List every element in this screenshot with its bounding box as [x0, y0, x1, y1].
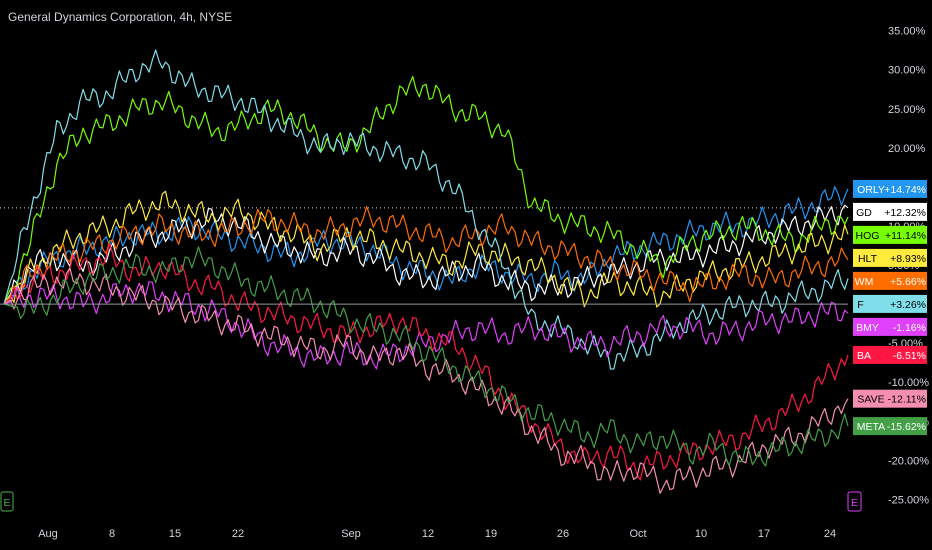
svg-text:+12.32%: +12.32% [884, 207, 926, 219]
svg-text:-15.62%: -15.62% [887, 421, 926, 433]
svg-text:+3.26%: +3.26% [890, 299, 926, 311]
x-axis[interactable]: Aug 8 15 22 Sep 12 19 26 Oct 10 17 24 [38, 528, 836, 540]
right-earnings-icon[interactable]: E [847, 491, 862, 512]
series-line-ba [3, 242, 849, 481]
x-tick-label: Oct [629, 528, 646, 540]
x-tick-label: 26 [557, 528, 569, 540]
x-tick-label: Aug [38, 528, 58, 540]
badge-hlt: HLT +8.93% [853, 248, 927, 267]
series-line-wm [3, 206, 849, 305]
x-tick-label: 17 [758, 528, 770, 540]
svg-text:HLT: HLT [858, 253, 878, 265]
y-tick-label: 25.00% [888, 104, 926, 116]
svg-text:E: E [3, 497, 10, 509]
svg-text:+11.14%: +11.14% [885, 230, 926, 242]
series-line-save [3, 267, 849, 494]
x-tick-label: 15 [169, 528, 181, 540]
svg-text:+5.66%: +5.66% [890, 276, 926, 288]
y-tick-label: 35.00% [888, 26, 926, 38]
series-line-meta [3, 246, 849, 467]
svg-text:F: F [857, 299, 863, 311]
badge-gd: GD +12.32% [853, 202, 927, 221]
badge-bmy: BMY -1.16% [853, 317, 927, 336]
svg-text:-6.51%: -6.51% [893, 350, 926, 362]
y-tick-label: 30.00% [888, 65, 926, 77]
x-tick-label: 22 [232, 528, 244, 540]
x-tick-label: 10 [695, 528, 707, 540]
x-tick-label: 8 [109, 528, 115, 540]
svg-text:SAVE: SAVE [857, 394, 884, 406]
series-lines [3, 49, 849, 494]
badge-orly: ORLY +14.74% [853, 179, 927, 198]
y-tick-label: 20.00% [888, 143, 926, 155]
svg-text:-12.11%: -12.11% [888, 394, 926, 406]
svg-text:HOG: HOG [856, 230, 880, 242]
series-line-hlt [3, 190, 849, 308]
reference-lines [0, 207, 848, 305]
svg-text:BA: BA [857, 350, 871, 362]
series-line-f [3, 49, 849, 370]
svg-text:ORLY: ORLY [857, 184, 885, 196]
chart-title: General Dynamics Corporation, 4h, NYSE [8, 10, 232, 24]
series-line-orly [3, 186, 849, 305]
svg-text:WM: WM [855, 276, 874, 288]
svg-text:BMY: BMY [856, 322, 879, 334]
svg-text:E: E [851, 497, 858, 509]
series-badges: ORLY +14.74% GD +12.32% HOG +11.14% HLT +8.93% W… [853, 179, 927, 436]
left-earnings-icon[interactable]: E [0, 491, 14, 512]
badge-save: SAVE -12.11% [853, 389, 927, 408]
y-tick-label: -20.00% [888, 455, 929, 467]
svg-text:+14.74%: +14.74% [884, 184, 926, 196]
svg-text:-1.16%: -1.16% [893, 322, 926, 334]
x-tick-label: 19 [485, 528, 497, 540]
svg-text:META: META [857, 421, 885, 433]
badge-ba: BA -6.51% [853, 345, 927, 364]
badge-wm: WM +5.66% [853, 271, 927, 290]
svg-text:GD: GD [856, 207, 872, 219]
badge-hog: HOG +11.14% [853, 225, 927, 244]
x-tick-label: Sep [341, 528, 361, 540]
y-tick-label: -25.00% [888, 494, 929, 506]
badge-meta: META -15.62% [853, 417, 927, 436]
x-tick-label: 24 [824, 528, 836, 540]
x-tick-label: 12 [422, 528, 434, 540]
y-tick-label: -10.00% [888, 377, 929, 389]
series-line-hog [3, 75, 849, 305]
badge-f: F +3.26% [853, 294, 927, 313]
svg-text:+8.93%: +8.93% [890, 253, 926, 265]
